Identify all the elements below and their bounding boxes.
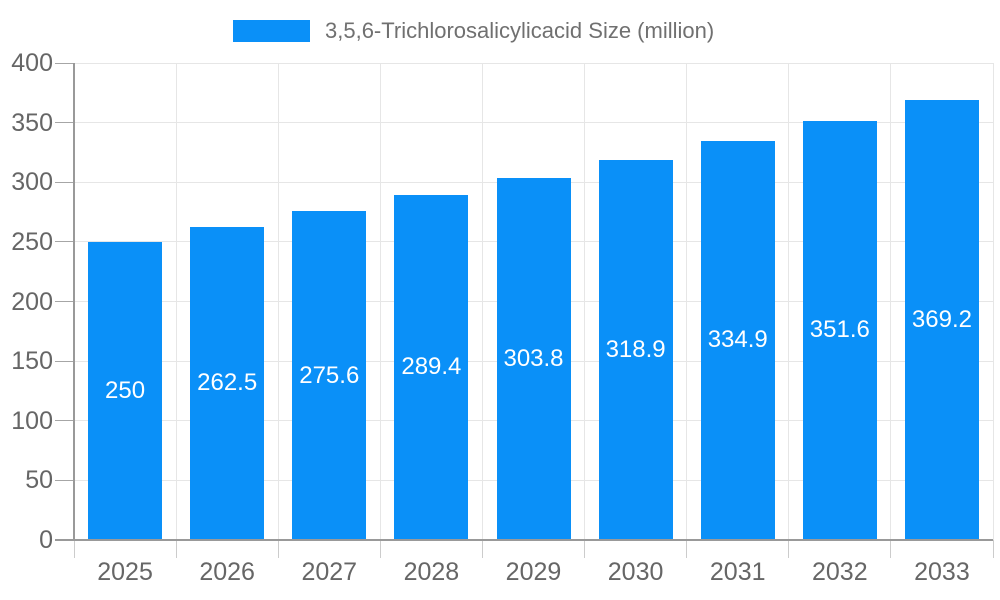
bar[interactable] xyxy=(496,177,571,540)
y-axis-line xyxy=(73,63,75,540)
x-gridline xyxy=(992,63,994,540)
bar-value-label: 303.8 xyxy=(503,344,564,372)
bar-value-label: 262.5 xyxy=(197,369,258,397)
x-axis-tick xyxy=(481,540,483,558)
x-gridline xyxy=(175,63,177,540)
x-gridline xyxy=(481,63,483,540)
x-axis-line xyxy=(55,539,993,541)
x-gridline xyxy=(890,63,892,540)
bar[interactable] xyxy=(394,194,469,540)
x-axis-tick xyxy=(73,540,75,558)
x-axis-label: 2025 xyxy=(97,558,153,586)
y-axis-tick xyxy=(55,241,74,243)
y-axis-label: 100 xyxy=(11,406,53,435)
y-axis-label: 350 xyxy=(11,108,53,137)
bar-value-label: 275.6 xyxy=(299,361,360,389)
y-axis-label: 400 xyxy=(11,49,53,77)
bar-value-label: 250 xyxy=(105,376,146,404)
x-axis-tick xyxy=(175,540,177,558)
y-axis-tick xyxy=(55,301,74,302)
x-axis-tick xyxy=(686,540,688,558)
chart-legend[interactable]: 3,5,6-Trichlorosalicylicacid Size (milli… xyxy=(233,18,714,44)
y-axis-tick xyxy=(55,62,74,64)
bar[interactable] xyxy=(802,120,877,540)
x-gridline xyxy=(788,63,790,540)
y-axis-tick xyxy=(55,181,74,183)
bar[interactable] xyxy=(598,159,673,540)
bar[interactable] xyxy=(700,140,775,540)
x-axis-tick xyxy=(277,540,279,558)
legend-swatch-icon xyxy=(233,20,310,42)
y-axis-label: 150 xyxy=(11,347,53,376)
x-gridline xyxy=(584,63,586,540)
x-gridline xyxy=(277,63,279,540)
bar-value-label: 289.4 xyxy=(401,353,462,381)
x-axis-label: 2029 xyxy=(505,558,562,586)
bar-value-label: 351.6 xyxy=(809,316,870,344)
y-axis-label: 200 xyxy=(11,287,53,316)
bar[interactable] xyxy=(88,241,163,540)
bar[interactable] xyxy=(292,211,367,540)
y-axis-tick xyxy=(55,420,74,422)
legend-label: 3,5,6-Trichlorosalicylicacid Size (milli… xyxy=(325,18,715,43)
y-axis-label: 250 xyxy=(11,227,53,256)
bar[interactable] xyxy=(904,99,979,540)
x-axis-label: 2030 xyxy=(607,558,664,586)
y-axis-tick xyxy=(55,122,74,124)
x-axis-tick xyxy=(992,540,994,558)
y-axis-label: 300 xyxy=(11,168,53,197)
x-axis-tick xyxy=(584,540,586,558)
y-axis-label: 0 xyxy=(39,526,53,554)
y-gridline xyxy=(74,62,993,64)
x-gridline xyxy=(686,63,688,540)
x-axis-label: 2026 xyxy=(199,558,255,586)
x-gridline xyxy=(379,63,381,540)
y-gridline xyxy=(74,122,993,124)
x-axis-tick xyxy=(890,540,892,558)
plot-area[interactable]: 0 50 100 150 200 250 300 350 400 250 262.5 275.6 289… xyxy=(11,50,994,586)
x-axis-label: 2032 xyxy=(812,558,868,586)
bar-value-label: 318.9 xyxy=(605,335,666,363)
x-axis-tick xyxy=(788,540,790,558)
x-axis-label: 2027 xyxy=(301,558,358,586)
y-axis-label: 50 xyxy=(25,466,53,495)
y-axis-tick xyxy=(55,479,74,481)
x-axis-label: 2028 xyxy=(403,558,460,586)
x-axis-label: 2033 xyxy=(914,558,970,586)
y-axis-tick xyxy=(55,360,74,362)
x-axis-tick xyxy=(379,540,381,558)
x-axis-label: 2031 xyxy=(709,558,766,586)
bar-value-label: 369.2 xyxy=(911,305,972,333)
bar-value-label: 334.9 xyxy=(707,326,768,354)
bar[interactable] xyxy=(190,226,265,540)
